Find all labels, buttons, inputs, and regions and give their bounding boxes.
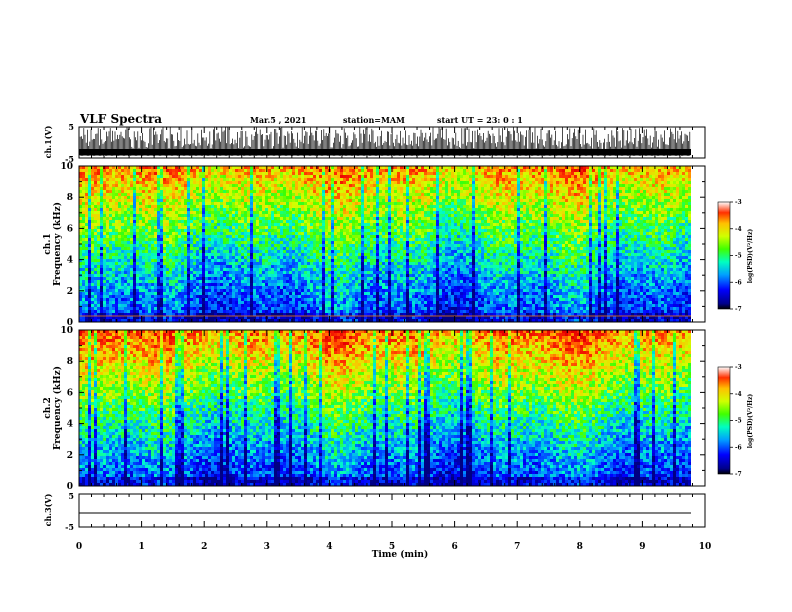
ch2-spectrogram-panel: 0 2 4 6 8 10 ch.2 Frequency (kHz) -3 -4 -5 -6 -7 … xyxy=(43,326,754,492)
time-tick-label: 1 xyxy=(138,542,144,552)
freq-tick-label: 10 xyxy=(60,162,73,172)
freq-tick-label: 2 xyxy=(67,287,73,297)
colorbar-tick-label: -7 xyxy=(735,306,742,313)
ch1-ytick-top: 5 xyxy=(68,122,74,132)
time-tick-label: 8 xyxy=(577,542,583,552)
freq-tick-label: 6 xyxy=(67,224,73,234)
ch3-ytick-bottom: -5 xyxy=(65,522,74,532)
freq-tick-label: 0 xyxy=(67,318,73,328)
ch1-spectrogram-heatmap xyxy=(79,166,705,322)
ch1-spectrogram-ylabel-frequency: Frequency (kHz) xyxy=(52,202,63,286)
freq-tick-label: 8 xyxy=(67,193,73,203)
ch1-colorbar-label: log(PSD)(V²/Hz) xyxy=(747,229,754,284)
ch2-colorbar: -3 -4 -5 -6 -7 log(PSD)(V²/Hz) xyxy=(717,364,754,478)
ch3-waveform-ylabel: ch.3(V) xyxy=(43,493,53,526)
time-tick-label: 10 xyxy=(699,542,712,552)
colorbar-tick-label: -5 xyxy=(735,253,742,260)
colorbar-tick-label: -5 xyxy=(735,418,742,425)
time-tick-label: 4 xyxy=(326,542,332,552)
freq-tick-label: 2 xyxy=(67,451,73,461)
ch1-colorbar: -3 -4 -5 -6 -7 log(PSD)(V²/Hz) xyxy=(717,199,754,313)
colorbar-tick-label: -6 xyxy=(735,444,742,451)
time-tick-labels: 0 1 2 3 4 5 6 7 8 9 10 xyxy=(76,542,711,552)
time-tick-label: 5 xyxy=(389,542,395,552)
freq-tick-label: 4 xyxy=(67,256,73,266)
freq-tick-label: 10 xyxy=(60,326,73,336)
colorbar-tick-label: -3 xyxy=(735,364,742,371)
time-tick-label: 7 xyxy=(514,542,520,552)
time-tick-label: 2 xyxy=(201,542,207,552)
time-tick-label: 0 xyxy=(76,542,82,552)
ch1-waveform-trace xyxy=(78,127,691,156)
ch1-ytick-bottom: -5 xyxy=(65,154,74,164)
ch1-freq-ticks: 0 2 4 6 8 10 xyxy=(60,162,705,328)
ch2-spectrogram-ylabel-frequency: Frequency (kHz) xyxy=(52,366,63,450)
header-start-time: start UT = 23: 0 : 1 xyxy=(437,115,523,125)
time-tick-label: 9 xyxy=(639,542,645,552)
ch2-spectrogram-ylabel-channel: ch.2 xyxy=(43,397,53,418)
colorbar-tick-label: -4 xyxy=(735,226,742,233)
colorbar-tick-label: -4 xyxy=(735,391,742,398)
freq-tick-label: 0 xyxy=(67,482,73,492)
ch2-freq-ticks: 0 2 4 6 8 10 xyxy=(60,326,705,492)
time-tick-label: 3 xyxy=(264,542,270,552)
ch1-spectrogram-panel: 0 2 4 6 8 10 ch.1 Frequency (kHz) -3 -4 -5 -6 -7 … xyxy=(43,162,754,328)
time-ticks xyxy=(78,127,706,527)
ch3-ytick-top: 5 xyxy=(68,491,74,501)
ch1-waveform-panel: 5 -5 ch.1(V) xyxy=(43,122,706,164)
chart-title: VLF Spectra xyxy=(79,112,162,126)
colorbar-tick-label: -6 xyxy=(735,279,742,286)
ch3-waveform-panel: 5 -5 ch.3(V) xyxy=(43,491,706,532)
ch2-spectrogram-heatmap xyxy=(79,330,705,486)
freq-tick-label: 8 xyxy=(67,357,73,367)
colorbar-tick-label: -7 xyxy=(735,471,742,478)
time-tick-label: 6 xyxy=(451,542,457,552)
x-axis-label: Time (min) xyxy=(372,549,429,560)
ch2-colorbar-label: log(PSD)(V²/Hz) xyxy=(747,394,754,449)
header-date: Mar.5 , 2021 xyxy=(250,115,307,125)
ch1-waveform-ylabel: ch.1(V) xyxy=(43,125,53,158)
header-station: station=MAM xyxy=(343,115,405,125)
colorbar-tick-label: -3 xyxy=(735,199,742,206)
ch1-spectrogram-ylabel-channel: ch.1 xyxy=(43,233,53,254)
freq-tick-label: 4 xyxy=(67,420,73,430)
freq-tick-label: 6 xyxy=(67,388,73,398)
